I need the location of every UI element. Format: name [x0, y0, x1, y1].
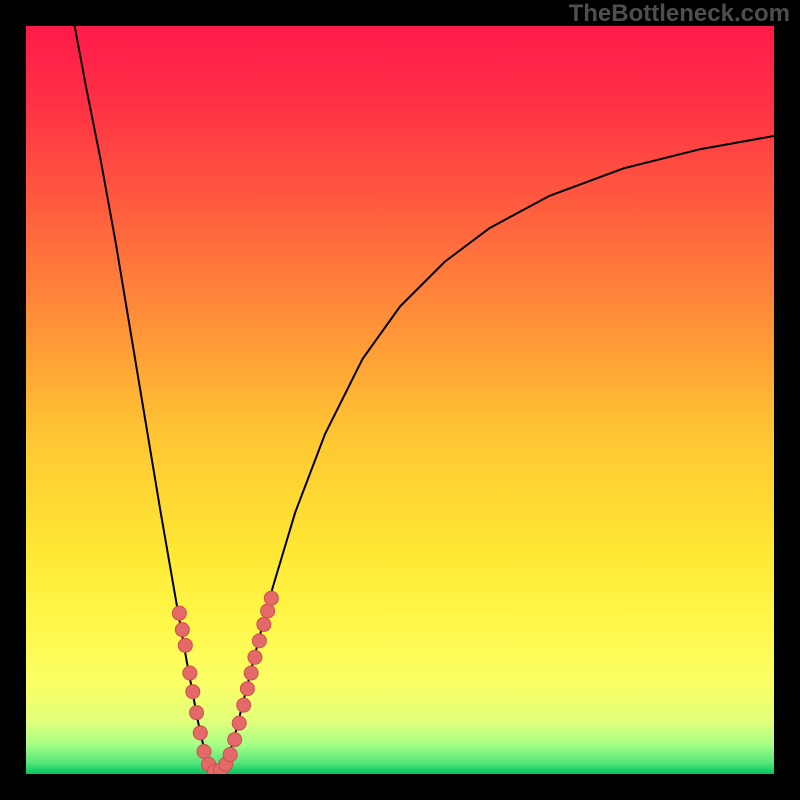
plot-area	[26, 26, 774, 774]
figure-container: TheBottleneck.com	[0, 0, 800, 800]
watermark-text: TheBottleneck.com	[569, 0, 790, 28]
